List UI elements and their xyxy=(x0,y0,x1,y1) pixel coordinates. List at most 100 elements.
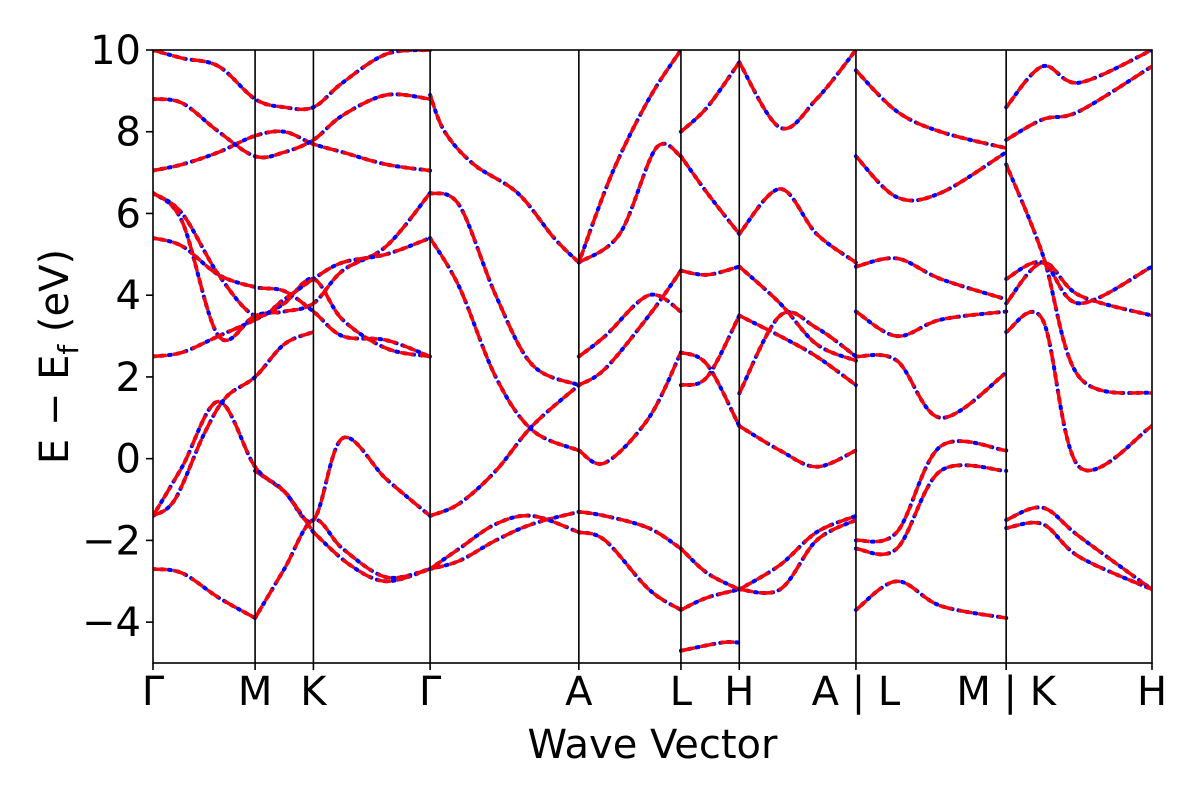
band-line-second-30 xyxy=(680,264,740,277)
band-line-second-14 xyxy=(429,191,580,387)
kpoint-lines xyxy=(254,50,1007,663)
band-line-second-40 xyxy=(737,50,858,131)
xtick-label-2: K xyxy=(300,669,328,715)
band-line-second-49 xyxy=(1005,505,1152,591)
xtick-label-3: Γ xyxy=(419,669,442,715)
band-line-second-57 xyxy=(680,640,740,653)
band-line-first-23 xyxy=(576,292,683,359)
band-line-second-47 xyxy=(854,150,1008,203)
band-line-second-29 xyxy=(680,314,741,387)
band-line-second-22 xyxy=(577,269,683,387)
band-line-second-24 xyxy=(577,142,682,265)
band-line-second-25 xyxy=(577,50,683,264)
band-line-first-15 xyxy=(428,236,581,453)
band-line-second-31 xyxy=(679,155,741,235)
band-line-second-15 xyxy=(428,237,580,453)
band-line-first-56 xyxy=(1004,50,1152,110)
ytick-label-3: 2 xyxy=(116,355,141,401)
band-line-first-5 xyxy=(311,530,433,584)
band-line-first-9 xyxy=(153,191,433,319)
xtick-label-1: M xyxy=(238,669,273,715)
band-line-first-47 xyxy=(853,150,1009,203)
band-line-second-41 xyxy=(854,579,1007,620)
xtick-label-8: M | K xyxy=(956,669,1057,715)
band-line-second-19 xyxy=(578,510,682,551)
band-line-first-19 xyxy=(576,509,683,551)
band-line-second-54 xyxy=(1004,163,1152,396)
y-axis-title-unit: (eV) xyxy=(32,249,78,345)
band-line-first-48 xyxy=(853,68,1009,151)
band-line-first-27 xyxy=(678,546,742,592)
xtick-label-9: H xyxy=(1137,669,1167,715)
ytick-label-4: 4 xyxy=(116,273,141,319)
band-line-second-2 xyxy=(253,518,431,619)
xtick-label-0: Γ xyxy=(142,669,165,715)
band-line-second-37 xyxy=(737,310,857,395)
band-line-first-42 xyxy=(853,439,1009,544)
band-line-second-38 xyxy=(738,265,857,363)
y-axis-title-subscript: f xyxy=(52,344,85,355)
band-line-first-44 xyxy=(853,352,1009,420)
band-line-second-12 xyxy=(153,50,431,112)
band-line-second-7 xyxy=(153,191,432,343)
ytick-label-1: −2 xyxy=(82,518,141,564)
band-line-first-32 xyxy=(678,60,742,134)
band-line-first-55 xyxy=(1004,64,1152,142)
y-axis-title-main: E − E xyxy=(32,355,78,465)
band-line-first-25 xyxy=(576,50,683,265)
band-line-second-39 xyxy=(737,187,857,264)
ytick-label-2: 0 xyxy=(116,437,141,483)
band-line-second-51 xyxy=(1005,310,1152,473)
band-line-second-55 xyxy=(1005,64,1152,142)
band-line-first-4 xyxy=(153,399,316,535)
band-line-first-24 xyxy=(576,141,683,265)
band-line-first-6 xyxy=(153,276,433,359)
band-line-first-14 xyxy=(428,191,581,388)
band-line-second-26 xyxy=(680,587,740,612)
band-line-first-46 xyxy=(853,256,1009,302)
band-line-second-11 xyxy=(153,92,431,160)
xtick-label-7: A | L xyxy=(812,669,901,715)
x-axis-title: Wave Vector xyxy=(528,722,779,768)
band-line-second-18 xyxy=(429,513,580,571)
band-line-second-34 xyxy=(739,518,857,595)
band-line-first-11 xyxy=(153,92,433,160)
band-line-second-9 xyxy=(153,191,431,319)
band-line-second-13 xyxy=(429,383,581,518)
ytick-label-7: 10 xyxy=(90,28,141,74)
band-line-second-4 xyxy=(153,399,315,534)
band-line-first-16 xyxy=(428,93,581,265)
band-line-second-56 xyxy=(1004,50,1152,109)
band-line-first-52 xyxy=(1004,260,1152,318)
band-line-second-23 xyxy=(577,292,682,358)
band-line-second-43 xyxy=(855,463,1007,557)
band-line-second-28 xyxy=(680,350,741,427)
band-line-second-20 xyxy=(578,530,682,612)
band-line-second-0 xyxy=(153,330,315,518)
band-line-second-52 xyxy=(1004,260,1152,318)
band-line-second-32 xyxy=(679,61,741,134)
band-line-second-10 xyxy=(153,129,431,173)
axes-frame xyxy=(152,49,1153,664)
band-line-second-48 xyxy=(854,69,1007,150)
band-line-second-8 xyxy=(153,236,431,359)
band-line-second-21 xyxy=(577,351,683,466)
ytick-label-5: 6 xyxy=(116,191,141,237)
band-line-second-35 xyxy=(738,424,857,469)
ytick-label-0: −4 xyxy=(82,600,141,646)
band-line-second-16 xyxy=(428,94,581,264)
xtick-label-4: A xyxy=(565,669,593,715)
band-line-first-20 xyxy=(576,530,683,612)
band-line-second-1 xyxy=(153,567,256,620)
band-line-first-2 xyxy=(253,517,433,620)
band-line-first-28 xyxy=(678,350,742,428)
band-line-second-3 xyxy=(254,435,432,524)
band-line-first-21 xyxy=(576,350,683,466)
band-line-second-44 xyxy=(855,353,1008,420)
xtick-label-6: H xyxy=(724,669,754,715)
xtick-label-5: L xyxy=(670,669,693,715)
y-ticks: −4 −2 0 2 4 6 8 10 xyxy=(82,28,153,646)
band-line-first-1 xyxy=(153,567,258,620)
